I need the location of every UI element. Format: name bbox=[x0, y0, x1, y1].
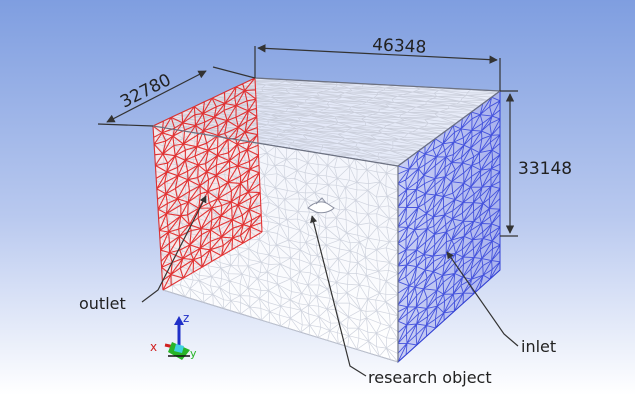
width-dimension-line bbox=[257, 44, 498, 64]
outlet-leader bbox=[141, 195, 207, 303]
outlet-mesh-lines bbox=[152, 77, 263, 291]
outlet-label: outlet bbox=[79, 294, 126, 313]
outlet-mesh bbox=[152, 77, 263, 291]
height-dimension-label: 33148 bbox=[518, 159, 572, 179]
triad-z-arrow bbox=[174, 316, 184, 325]
box-edges bbox=[152, 77, 501, 362]
research-object-label: research object bbox=[368, 368, 492, 387]
triad-x-label: x bbox=[150, 340, 157, 354]
depth-dimension-line bbox=[106, 70, 207, 123]
triad-origin bbox=[174, 344, 184, 353]
callout-leaders bbox=[141, 195, 519, 377]
axis-triad[interactable]: z x y bbox=[150, 311, 197, 360]
triad-y-label: y bbox=[190, 347, 197, 360]
triad-z-label: z bbox=[183, 311, 189, 325]
width-dimension-label: 46348 bbox=[372, 35, 427, 58]
inlet-leader bbox=[446, 251, 519, 347]
research-object-leader bbox=[310, 215, 367, 377]
depth-extension-front bbox=[97, 123, 154, 127]
inlet-label: inlet bbox=[521, 337, 556, 356]
depth-extension-back bbox=[212, 66, 256, 79]
research-object-shape bbox=[307, 197, 335, 214]
dimension-lines bbox=[97, 44, 518, 237]
